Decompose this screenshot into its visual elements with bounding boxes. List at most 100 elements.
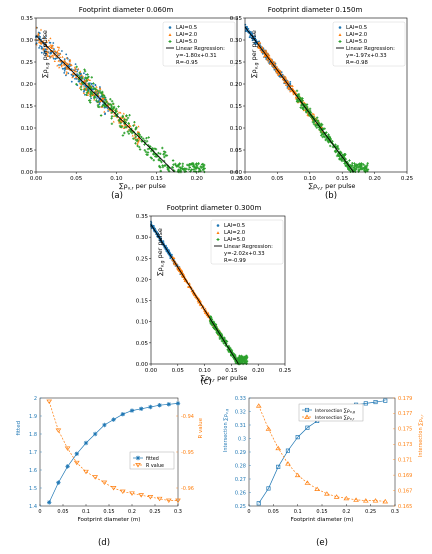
data-point [166, 402, 171, 407]
point [57, 52, 60, 55]
point [59, 60, 62, 63]
point [263, 54, 266, 57]
point [126, 130, 129, 133]
point [65, 67, 68, 70]
x-tick-label: 0.00 [239, 176, 252, 182]
data-point [294, 472, 301, 478]
point [124, 124, 127, 126]
point [281, 78, 284, 80]
y-axis-label-a-sigma: ∑ρ [41, 69, 49, 78]
point [112, 120, 115, 123]
point [179, 272, 182, 275]
point [82, 92, 85, 94]
point [78, 78, 81, 81]
point [165, 154, 169, 157]
point [248, 36, 251, 39]
point [37, 34, 40, 37]
point [319, 131, 323, 134]
point [50, 45, 53, 47]
point [136, 144, 139, 148]
point [46, 51, 50, 54]
point [50, 51, 53, 54]
point [321, 135, 324, 139]
data-point [276, 464, 281, 469]
y-right-tick-label: 0.169 [398, 473, 412, 479]
data-point [373, 400, 378, 405]
point [105, 100, 108, 104]
x-tick-label: 0.05 [57, 509, 68, 515]
point [321, 128, 325, 131]
point [46, 53, 49, 56]
point [102, 94, 106, 97]
point [301, 99, 304, 102]
chart-title-c: Footprint diameter 0.300m [167, 204, 262, 212]
point [154, 155, 157, 158]
y-right-axis-label-e: Intersection ∑ρv,r [418, 414, 424, 457]
data-point [102, 422, 107, 428]
point [334, 145, 338, 148]
x-tick-label: 0.05 [172, 368, 185, 374]
point [133, 121, 136, 124]
y-right-tick-label: 0.165 [398, 504, 412, 510]
series-b-2 [295, 89, 370, 174]
point [52, 55, 55, 58]
point [143, 139, 146, 142]
point [91, 92, 94, 96]
point [53, 54, 56, 56]
point [88, 83, 91, 86]
point [297, 100, 301, 103]
point [244, 23, 247, 26]
point [188, 166, 191, 169]
point [88, 79, 91, 81]
point [154, 227, 157, 230]
series-d-0 [47, 401, 181, 505]
point [185, 167, 188, 171]
point [65, 53, 68, 56]
point [41, 47, 43, 50]
point [74, 63, 77, 65]
y-left-tick-label: 0.31 [235, 423, 246, 429]
y-left-tick-label: 0.29 [235, 450, 246, 456]
y-left-tick-label: 0.3 [238, 436, 246, 442]
point [69, 63, 72, 66]
point [125, 118, 128, 122]
point [297, 94, 301, 98]
point [294, 96, 297, 99]
x-tick-label: 0.3 [174, 509, 182, 515]
data-point [175, 498, 181, 504]
point [79, 85, 83, 88]
point [89, 101, 92, 104]
legend-marker-triangle [338, 33, 342, 36]
point [334, 150, 337, 154]
data-point [256, 501, 261, 506]
point [265, 58, 268, 61]
legend-label-subscript: v,r [350, 417, 355, 421]
y-tick-label: 0.15 [21, 104, 34, 110]
point [121, 134, 125, 137]
point [152, 225, 155, 227]
point [69, 60, 72, 63]
point [63, 60, 66, 63]
point [177, 268, 180, 271]
y-tick-label: 0.05 [230, 148, 243, 154]
point [349, 164, 352, 167]
point [63, 72, 66, 74]
point [366, 164, 369, 167]
point [238, 360, 242, 364]
point [260, 50, 263, 52]
data-point [266, 486, 271, 491]
point [60, 64, 63, 66]
y-axis-label-c-subscript: v,g [161, 260, 166, 267]
point [112, 102, 115, 105]
point [271, 64, 274, 67]
point [61, 50, 63, 52]
point [73, 66, 76, 69]
point [67, 72, 70, 75]
point [81, 77, 84, 80]
y-axis-label-c-sigma: ∑ρ [156, 267, 164, 276]
point [272, 62, 275, 64]
data-point [343, 495, 350, 501]
point [234, 359, 237, 363]
point [58, 46, 61, 49]
